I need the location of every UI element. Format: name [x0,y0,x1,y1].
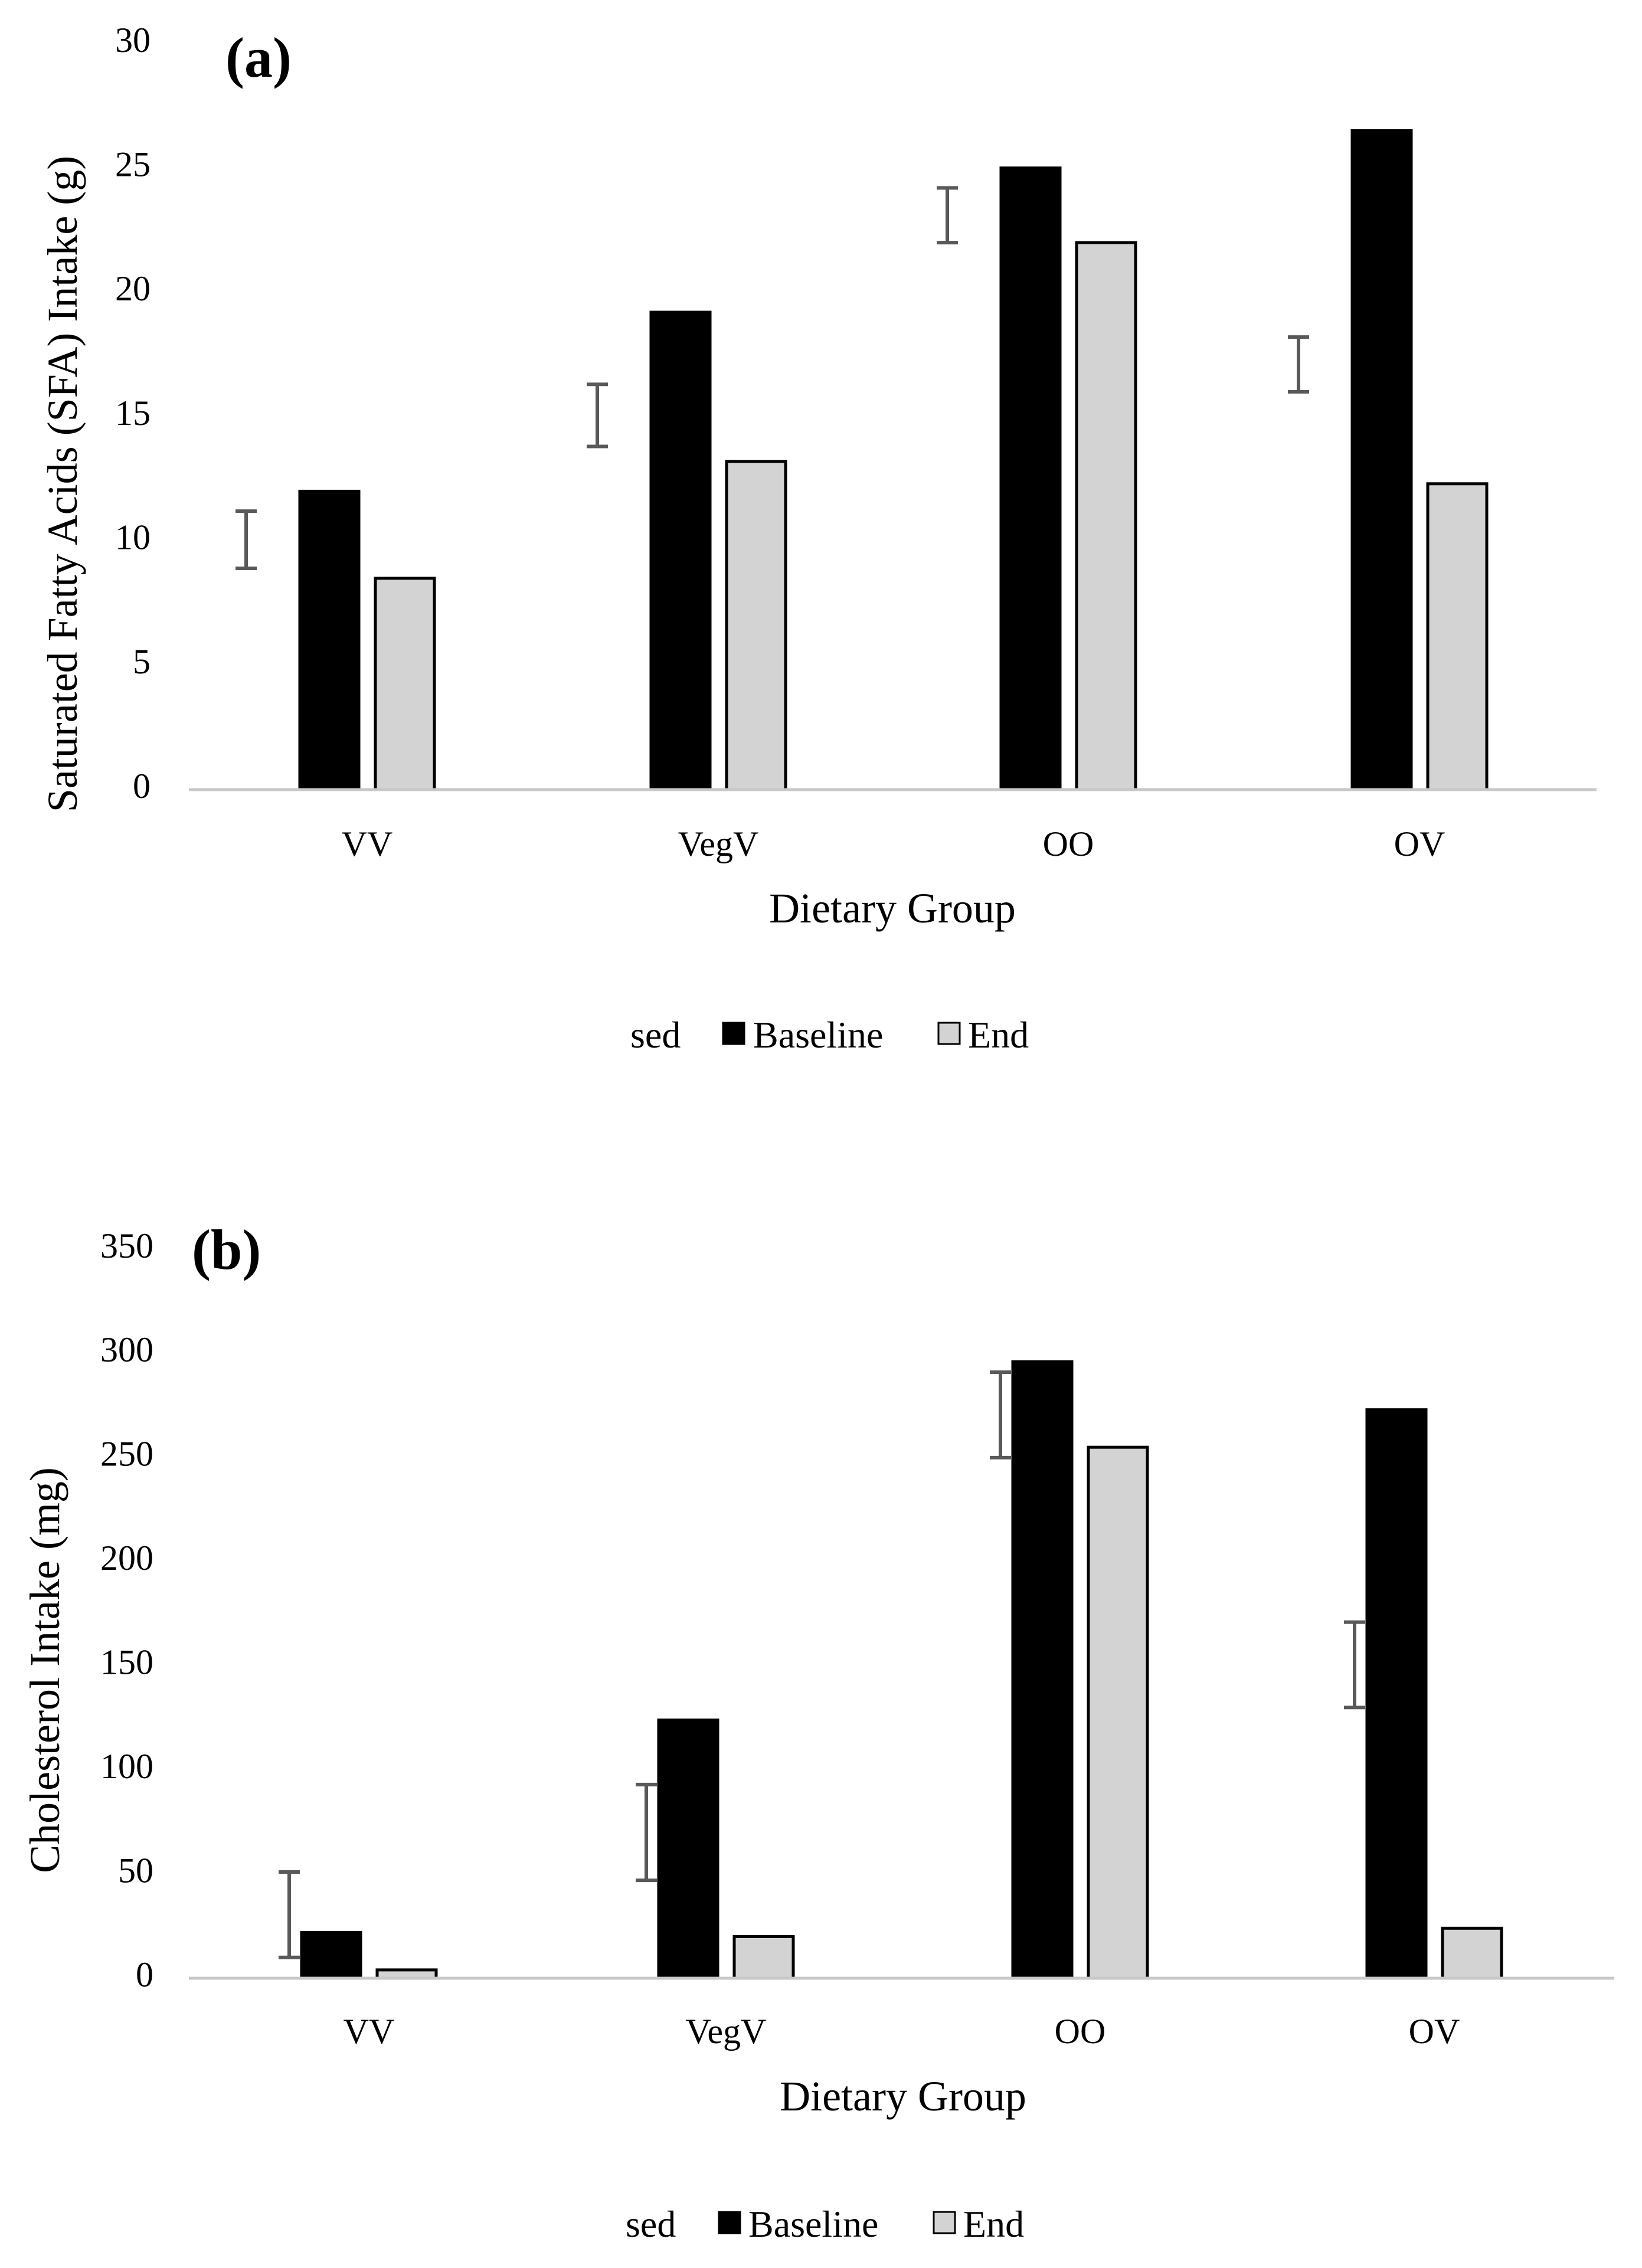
chart-panel-a: (a) 0 5 10 15 20 25 30 Saturated Fatty A… [39,21,1597,1056]
x-tick-label-vegv: VegV [686,2012,767,2051]
y-tick-label: 50 [118,1851,153,1890]
legend-swatch-end [933,2211,956,2234]
y-tick-label: 100 [100,1747,153,1786]
sed-marker-oo [990,1370,1011,1459]
y-tick-label: 20 [115,269,151,308]
bar-baseline-oo [999,166,1062,791]
bar-end-oo [1075,241,1137,791]
bar-baseline-ov [1350,129,1413,791]
bar-baseline-vegv [649,310,712,791]
x-tick-label-ov: OV [1394,824,1445,863]
x-tick-label-oo: OO [1055,2012,1106,2051]
sed-markers-a [235,186,1309,571]
legend-a: sed Baseline End [630,1014,1029,1056]
bar-end-vegv [725,460,787,791]
x-axis-title-b: Dietary Group [780,2073,1026,2120]
bar-baseline-vv [300,1930,362,1980]
legend-swatch-baseline [722,1022,745,1045]
legend-label-end: End [963,2203,1024,2245]
y-tick-label: 300 [100,1330,153,1369]
x-axis-b: VV VegV OO OV [344,2012,1460,2051]
legend-swatch-end [937,1022,961,1045]
bars-a [298,129,1489,791]
y-tick-label: 250 [100,1435,153,1474]
y-tick-label: 5 [133,642,151,681]
legend-b: sed Baseline End [626,2203,1024,2245]
sed-marker-oo [937,186,958,245]
sed-marker-vv [279,1870,300,1959]
y-axis-b: 0 50 100 150 200 250 300 350 [100,1226,153,1994]
x-tick-label-vv: VV [342,824,393,863]
legend-label-baseline: Baseline [753,1014,883,1056]
y-axis-title-a: Saturated Fatty Acids (SFA) Intake (g) [39,156,86,812]
sed-markers-b [279,1370,1365,1959]
x-axis-a: VV VegV OO OV [342,824,1445,863]
sed-marker-vegv [636,1782,657,1883]
sed-marker-vegv [587,382,608,449]
bar-baseline-vegv [657,1718,719,1980]
sed-marker-vv [235,509,257,571]
x-axis-title-a: Dietary Group [769,885,1016,932]
legend-label-sed: sed [630,1014,681,1056]
legend-label-end: End [968,1014,1029,1056]
bar-end-ov [1441,1926,1503,1980]
bar-baseline-ov [1365,1408,1428,1980]
x-tick-label-vegv: VegV [678,824,759,863]
sed-marker-ov [1288,335,1309,394]
y-axis-a: 0 5 10 15 20 25 30 [115,21,151,806]
sed-marker-ov [1344,1620,1365,1710]
y-tick-label: 15 [115,394,151,433]
x-tick-label-ov: OV [1409,2012,1460,2051]
y-tick-label: 10 [115,518,151,557]
panel-label-b: (b) [192,1218,261,1281]
bar-end-oo [1087,1445,1149,1980]
x-tick-label-oo: OO [1043,824,1094,863]
y-tick-label: 350 [100,1226,153,1265]
y-tick-label: 25 [115,145,151,184]
legend-label-sed: sed [626,2203,676,2245]
bar-baseline-oo [1011,1360,1074,1980]
y-tick-label: 30 [115,21,151,60]
chart-panel-b: (b) 0 50 100 150 200 250 300 350 Cholest… [21,1218,1614,2245]
y-tick-label: 150 [100,1642,153,1681]
panel-label-a: (a) [225,26,292,89]
bars-b [300,1360,1503,1980]
y-tick-label: 0 [133,767,151,806]
legend-swatch-baseline [718,2211,741,2234]
bar-baseline-vv [298,489,361,791]
y-tick-label: 0 [136,1955,153,1994]
y-tick-label: 200 [100,1539,153,1578]
bar-end-vegv [732,1935,795,1980]
bar-end-vv [374,577,436,791]
x-tick-label-vv: VV [344,2012,395,2051]
legend-label-baseline: Baseline [748,2203,878,2245]
y-axis-title-b: Cholesterol Intake (mg) [21,1467,68,1873]
bar-end-ov [1426,482,1489,791]
